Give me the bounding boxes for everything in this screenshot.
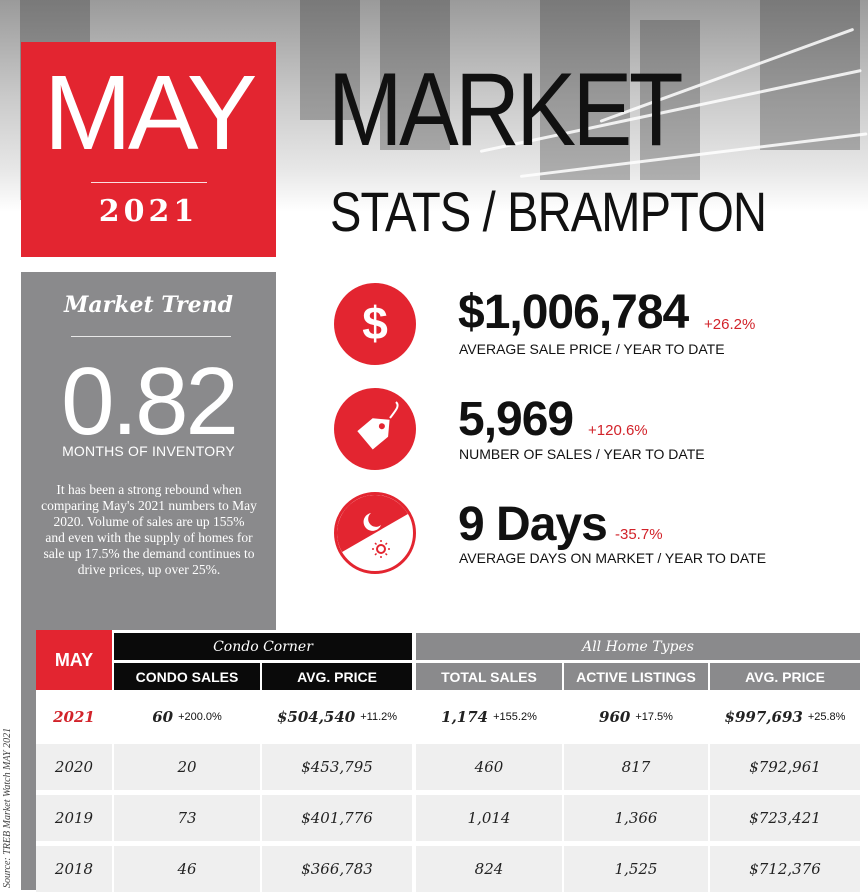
average-sale-price-value: $1,006,784 xyxy=(458,286,689,339)
col-header-condo-avg-price: AVG. PRICE xyxy=(262,663,412,690)
table-cell: $997,693 +25.8% xyxy=(710,694,860,740)
label-main: NUMBER OF SALES xyxy=(459,446,593,462)
table-cell: $504,540 +11.2% xyxy=(262,694,412,740)
col-header-condo-sales: CONDO SALES xyxy=(114,663,260,690)
table-cell: $366,783 xyxy=(262,846,412,892)
page-subtitle: STATS / BRAMPTON xyxy=(330,180,767,243)
cell-value: 960 xyxy=(599,708,631,726)
days-on-market-change: -35.7% xyxy=(615,526,663,543)
month-divider xyxy=(91,182,207,183)
days-on-market-label: AVERAGE DAYS ON MARKET / YEAR TO DATE xyxy=(459,549,766,567)
cell-change: +200.0% xyxy=(178,711,222,723)
label-main: AVERAGE SALE PRICE xyxy=(459,341,613,357)
months-of-inventory-label: MONTHS OF INVENTORY xyxy=(62,443,235,459)
table-cell: 20 xyxy=(114,744,260,790)
description-line: sale up 17.5% the demand continues to xyxy=(43,546,255,561)
description-line: It has been a strong rebound when xyxy=(56,482,242,497)
number-of-sales-label: NUMBER OF SALES / YEAR TO DATE xyxy=(459,445,705,463)
table-cell: 460 xyxy=(416,744,562,790)
month-badge: MAY 2021 xyxy=(21,42,276,257)
dollar-icon: $ xyxy=(334,283,416,365)
label-suffix: / YEAR TO DATE xyxy=(612,341,725,357)
table-cell: 73 xyxy=(114,795,260,841)
all-home-types-header: All Home Types xyxy=(416,633,860,660)
col-header-avg-price: AVG. PRICE xyxy=(710,663,860,690)
year-label: 2021 xyxy=(53,708,95,726)
cell-change: +11.2% xyxy=(360,711,398,723)
average-sale-price-label: AVERAGE SALE PRICE / YEAR TO DATE xyxy=(459,340,725,358)
day-night-icon xyxy=(334,492,416,574)
market-trend-description: It has been a strong rebound when compar… xyxy=(39,482,259,578)
label-suffix: / YEAR TO DATE xyxy=(592,446,705,462)
price-tag-icon xyxy=(334,388,416,470)
label-main: AVERAGE DAYS ON MARKET xyxy=(459,550,654,566)
number-of-sales-change: +120.6% xyxy=(588,422,648,439)
row-year: 2021 xyxy=(36,694,112,740)
table-cell: 960 +17.5% xyxy=(564,694,708,740)
market-trend-divider xyxy=(71,336,231,337)
page-title: MARKET xyxy=(328,52,684,168)
row-year: 2018 xyxy=(36,846,112,892)
table-cell: 824 xyxy=(416,846,562,892)
days-on-market-value: 9 Days xyxy=(458,498,608,551)
table-cell: 1,525 xyxy=(564,846,708,892)
cell-change: +25.8% xyxy=(807,711,846,723)
cell-value: 60 xyxy=(152,708,174,726)
row-year: 2019 xyxy=(36,795,112,841)
description-line: drive prices, up over 25%. xyxy=(77,562,221,577)
description-line: comparing May's 2021 numbers to May xyxy=(41,498,257,513)
row-year: 2020 xyxy=(36,744,112,790)
table-cell: 46 xyxy=(114,846,260,892)
cell-value: 1,174 xyxy=(441,708,489,726)
table-cell: 1,366 xyxy=(564,795,708,841)
col-header-total-sales: TOTAL SALES xyxy=(416,663,562,690)
year-label: 2021 xyxy=(98,194,199,229)
market-trend-title: Market Trend xyxy=(64,292,233,318)
svg-text:$: $ xyxy=(362,297,388,349)
col-header-active-listings: ACTIVE LISTINGS xyxy=(564,663,708,690)
table-cell: $792,961 xyxy=(710,744,860,790)
description-line: 2020. Volume of sales are up 155% xyxy=(53,514,245,529)
table-cell: 60 +200.0% xyxy=(114,694,260,740)
table-cell: $453,795 xyxy=(262,744,412,790)
month-label: MAY xyxy=(43,54,258,172)
months-of-inventory-value: 0.82 xyxy=(61,348,239,455)
cell-change: +17.5% xyxy=(635,711,673,723)
average-sale-price-change: +26.2% xyxy=(704,316,756,333)
cell-change: +155.2% xyxy=(493,711,537,723)
table-cell: 1,014 xyxy=(416,795,562,841)
cell-value: $997,693 xyxy=(724,708,803,726)
label-suffix: / YEAR TO DATE xyxy=(653,550,767,566)
source-note: Source: TREB Market Watch MAY 2021 xyxy=(2,727,13,888)
table-cell: $712,376 xyxy=(710,846,860,892)
table-cell: $401,776 xyxy=(262,795,412,841)
cell-value: $504,540 xyxy=(276,708,356,726)
table-cell: $723,421 xyxy=(710,795,860,841)
table-cell: 1,174 +155.2% xyxy=(416,694,562,740)
table-cell: 817 xyxy=(564,744,708,790)
condo-corner-header: Condo Corner xyxy=(114,633,412,660)
table-month-header: MAY xyxy=(36,630,112,690)
number-of-sales-value: 5,969 xyxy=(458,393,574,446)
stats-table: MAY Condo Corner All Home Types CONDO SA… xyxy=(36,630,860,892)
description-line: and even with the supply of homes for xyxy=(45,530,253,545)
